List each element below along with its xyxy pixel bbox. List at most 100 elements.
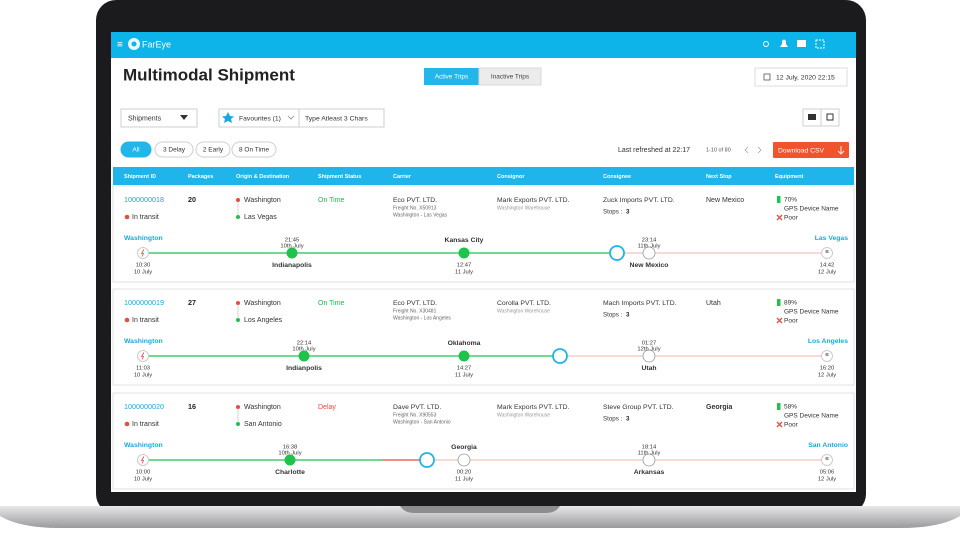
origin-dot: [236, 405, 240, 409]
download-icon: [837, 146, 845, 155]
favourites-label: Favourites (1): [239, 115, 281, 122]
start-icon: [140, 249, 145, 257]
stops-count: 3: [626, 209, 630, 216]
stop-time: 21:45: [285, 238, 300, 244]
end-date: 12 July: [818, 477, 836, 483]
current-position: [419, 452, 435, 468]
stop-date: 11th July: [638, 244, 661, 250]
transit-status: In transit: [132, 214, 159, 221]
shipment-id: 1000000020: [124, 402, 164, 411]
freight-number: Freight No. X50913: [393, 205, 437, 211]
start-time: 10:00: [136, 470, 151, 476]
current-position: [609, 245, 625, 261]
start-node: [137, 454, 149, 466]
consignee-name: Steve Group PVT. LTD.: [603, 404, 674, 411]
stop-date: 10th July: [280, 244, 303, 250]
page-title: Multimodal Shipment: [123, 65, 295, 84]
destination: Los Angeles: [244, 317, 283, 324]
consignor-name: Corolla PVT. LTD.: [497, 300, 551, 307]
signal: Poor: [784, 215, 799, 222]
dropdown[interactable]: [120, 108, 198, 128]
stop-name: Utah: [641, 365, 656, 372]
stop-date: 11th July: [638, 451, 661, 457]
start-node: [137, 350, 149, 362]
stop-done: [284, 454, 296, 466]
consignor-warehouse: Washington Warehouse: [497, 205, 550, 211]
freight-number: Freight No. X30481: [393, 308, 437, 314]
start-city: Washington: [124, 235, 163, 242]
chevron: [287, 115, 295, 120]
stop-pending: [642, 246, 656, 260]
start-node: [137, 247, 149, 259]
consignor-name: Mark Exports PVT. LTD.: [497, 404, 570, 411]
filter-chip[interactable]: [154, 141, 194, 158]
stop-name: New Mexico: [630, 262, 669, 269]
filter-chip-label: 3 Delay: [163, 147, 186, 154]
origin: Washington: [244, 300, 281, 307]
consignee-name: Mach Imports PVT. LTD.: [603, 300, 677, 307]
view-grid[interactable]: [820, 108, 840, 127]
stop-time: 12:47: [457, 263, 472, 269]
stop-time: 18:14: [642, 445, 657, 451]
packages: 16: [188, 402, 196, 411]
destination-dot: [236, 215, 240, 219]
favourites-box[interactable]: [218, 108, 385, 128]
datetime: 12 July, 2020 22:15: [776, 74, 835, 81]
filter-chip-label: 2 Early: [203, 147, 224, 154]
origin-dot: [236, 198, 240, 202]
consignor-name: Mark Exports PVT. LTD.: [497, 197, 570, 204]
laptop-base: [0, 506, 960, 528]
destination: San Antonio: [244, 421, 282, 428]
stop-name: Oklahoma: [448, 340, 481, 347]
shipment-status: On Time: [318, 300, 345, 307]
stop-date: 10th July: [278, 451, 301, 457]
shipment-status: On Time: [318, 197, 345, 204]
stop-date: 12th July: [637, 347, 660, 353]
end-time: 05:06: [820, 470, 835, 476]
carrier-route: Washington - Los Angeles: [393, 315, 451, 321]
menu-icon[interactable]: ≡: [117, 40, 123, 51]
start-date: 10 July: [134, 477, 152, 483]
filter-chip[interactable]: [231, 141, 277, 158]
download-label: Download CSV: [778, 147, 825, 154]
stop-done: [286, 247, 298, 259]
date-box: [754, 67, 848, 87]
tab-active[interactable]: [424, 68, 479, 85]
tab-label: Active Trips: [435, 74, 469, 81]
stop-time: 23:14: [642, 238, 657, 244]
shipment-card[interactable]: [112, 185, 855, 283]
filter-chip[interactable]: [120, 141, 152, 158]
search-icon[interactable]: [763, 41, 769, 47]
origin-dot: [236, 301, 240, 305]
end-icon: [825, 457, 829, 463]
signal: Poor: [784, 318, 799, 325]
pagination: 1-10 of 80: [706, 147, 731, 153]
dropdown-arrow: [180, 115, 188, 120]
logo-icon-dot: [131, 41, 137, 47]
filter-chip-label: All: [132, 147, 140, 154]
download-button[interactable]: [773, 142, 849, 158]
bell-icon[interactable]: [780, 39, 788, 48]
start-icon: [140, 352, 145, 360]
shipment-card[interactable]: [112, 288, 855, 386]
end-date: 12 July: [818, 373, 836, 379]
carrier-route: Washington - Las Vegas: [393, 212, 448, 218]
mail-icon[interactable]: [797, 40, 806, 47]
freight-number: Freight No. X90553: [393, 412, 437, 418]
start-time: 10:30: [136, 263, 151, 269]
apps-icon[interactable]: [815, 39, 825, 49]
tab-inactive[interactable]: [478, 67, 542, 86]
signal-icon: [776, 421, 783, 428]
prev-arrow[interactable]: [744, 146, 749, 154]
last-refreshed: Last refreshed at 22:17: [618, 147, 690, 154]
signal-icon: [776, 214, 783, 221]
destination: Las Vegas: [244, 214, 277, 221]
device-name: GPS Device Name: [784, 413, 839, 420]
stop-date: 11 July: [455, 373, 473, 379]
next-arrow[interactable]: [757, 146, 762, 154]
stop-time: 22:14: [297, 341, 312, 347]
signal-icon: [776, 317, 783, 324]
start-date: 10 July: [134, 270, 152, 276]
filter-chip[interactable]: [195, 141, 231, 158]
shipment-card[interactable]: [112, 392, 855, 490]
